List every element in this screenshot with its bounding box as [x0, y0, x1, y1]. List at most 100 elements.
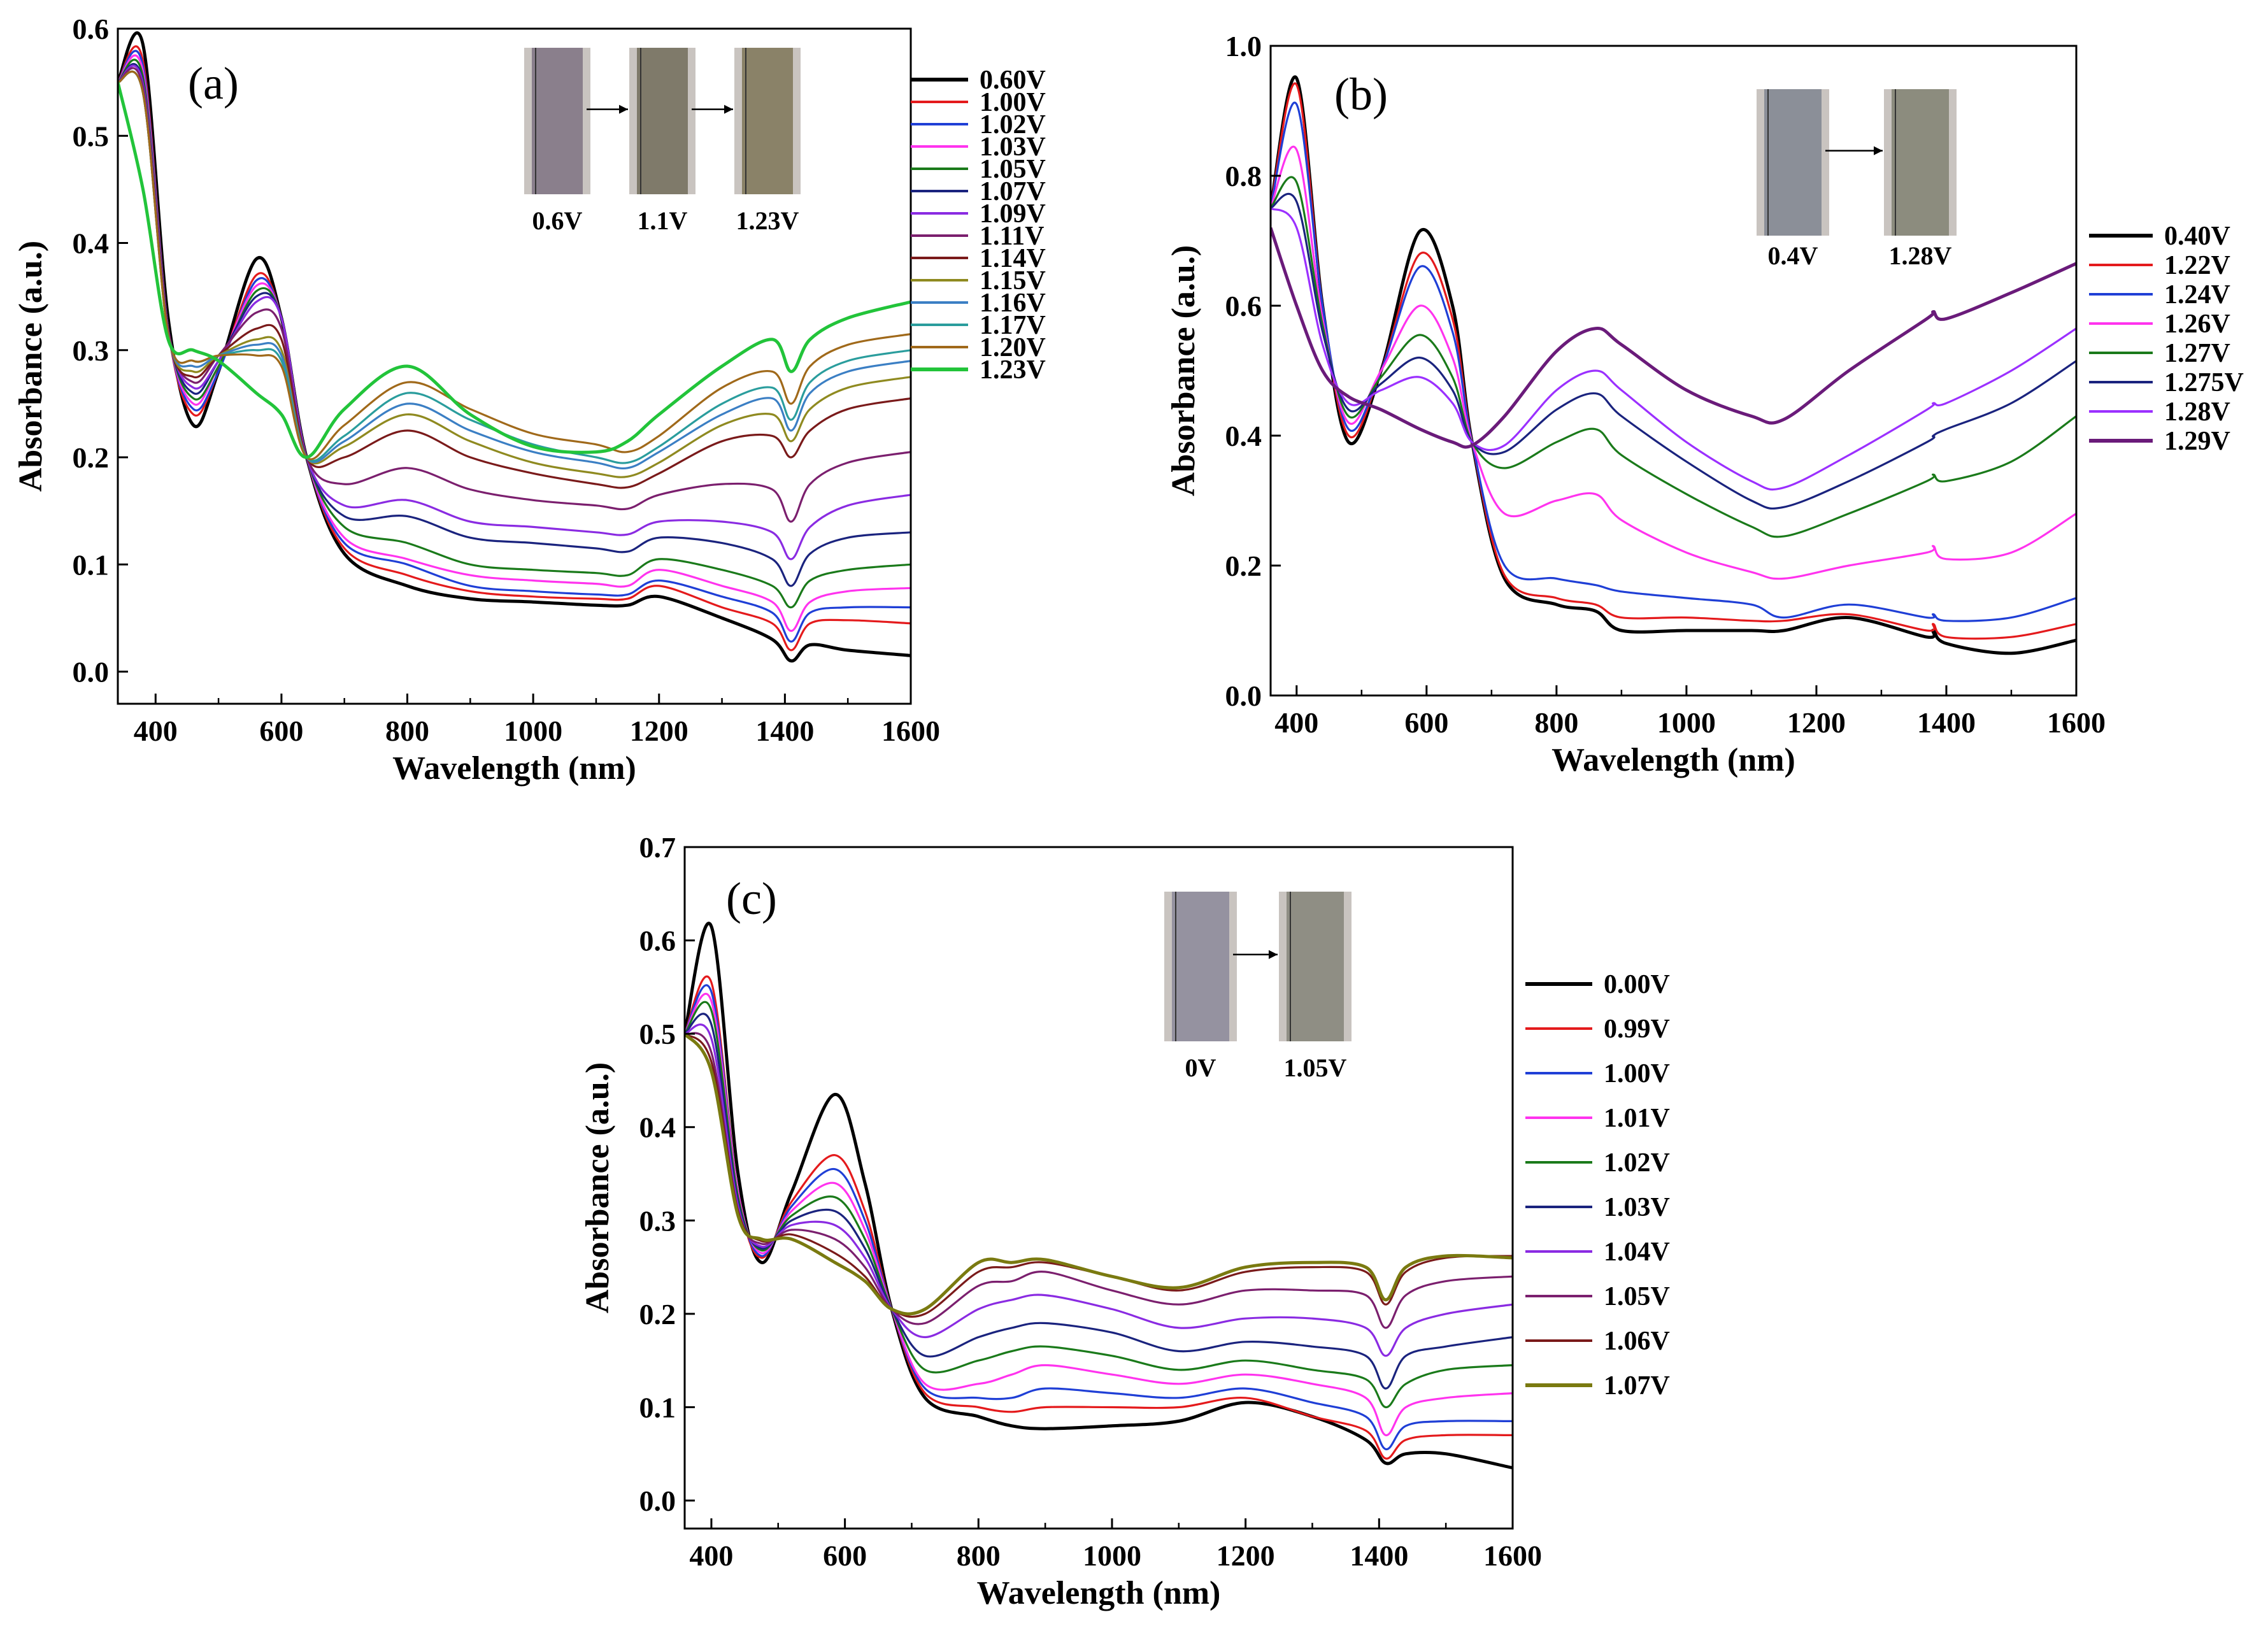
legend-label: 0.99V [1604, 1015, 1670, 1044]
inset-arrow-head [1269, 950, 1278, 959]
y-axis-label: Absorbance (a.u.) [580, 1062, 616, 1313]
inset-photos: 0.6V 1.1V 1.23V [524, 48, 801, 235]
x-tick-label: 1400 [1917, 706, 1976, 739]
y-tick-label: 0.1 [73, 548, 110, 581]
series-line-1.06V [685, 1032, 1513, 1318]
x-tick-label: 800 [957, 1539, 1001, 1572]
chart-panel-a: 400 600 800 1000 1200 1400 1600 0.0 0.1 0.2 0.3 0.4… [13, 13, 1046, 787]
legend-label: 1.04V [1604, 1237, 1670, 1267]
legend-label: 1.20V [980, 333, 1046, 362]
legend-label: 1.00V [1604, 1059, 1670, 1088]
legend-label: 1.01V [1604, 1104, 1670, 1133]
series-line-1.20V [118, 70, 911, 460]
series-line-1.16V [118, 70, 911, 470]
x-tick-label: 1400 [1350, 1539, 1408, 1572]
inset-photo [1172, 892, 1229, 1041]
panel-label: (a) [188, 58, 239, 109]
y-tick-label: 0.3 [73, 334, 110, 367]
legend-label: 1.24V [2164, 280, 2230, 310]
y-tick-label: 0.7 [639, 831, 676, 864]
legend: 0.40V1.22V1.24V1.26V1.27V1.275V1.28V1.29… [2089, 222, 2244, 456]
plot-frame [683, 846, 1514, 1530]
legend-label: 1.09V [980, 199, 1046, 229]
x-tick-label: 600 [259, 715, 303, 747]
y-tick-label: 0.6 [639, 925, 676, 957]
inset-label: 0V [1185, 1053, 1216, 1082]
series-line-1.07V [118, 62, 911, 587]
inset-label: 1.1V [638, 206, 688, 235]
series-lines [118, 31, 911, 663]
x-tick-label: 1200 [1216, 1539, 1275, 1572]
series-line-1.29V [1271, 227, 2076, 449]
y-tick-label: 0.2 [639, 1298, 676, 1330]
x-tick-label: 1600 [881, 715, 940, 747]
y-tick-label: 0.6 [73, 13, 110, 45]
inset-label: 1.28V [1889, 241, 1952, 270]
legend-label: 1.11V [980, 222, 1045, 251]
series-line-1.26V [1271, 145, 2076, 580]
series-line-1.15V [118, 70, 911, 478]
legend-label: 1.17V [980, 311, 1046, 340]
series-line-1.07V [685, 1032, 1513, 1316]
y-tick-label: 0.8 [1225, 160, 1262, 192]
series-line-1.28V [1271, 207, 2076, 491]
legend-label: 1.26V [2164, 310, 2230, 339]
series-line-0.00V [685, 922, 1513, 1470]
legend-label: 0.00V [1604, 970, 1670, 999]
legend-label: 1.16V [980, 289, 1046, 318]
y-axis-label: Absorbance (a.u.) [13, 241, 49, 492]
inset-photo [532, 48, 583, 194]
inset-label: 1.23V [736, 206, 799, 235]
legend: 0.60V1.00V1.02V1.03V1.05V1.07V1.09V1.11V… [911, 66, 1046, 385]
y-tick-label: 0.4 [639, 1111, 676, 1144]
series-line-1.27V [1271, 176, 2076, 538]
series-line-1.03V [685, 1013, 1513, 1390]
x-tick-label: 1000 [504, 715, 562, 747]
x-tick-label: 800 [1534, 706, 1578, 739]
series-lines [1271, 75, 2076, 655]
y-tick-label: 0.5 [639, 1018, 676, 1050]
inset-arrow-head [1874, 146, 1883, 155]
inset-arrow-head [619, 104, 628, 114]
x-axis-label: Wavelength (nm) [1551, 742, 1795, 778]
y-tick-label: 0.1 [639, 1391, 676, 1423]
legend-label: 1.02V [1604, 1148, 1670, 1178]
plot-frame [1269, 45, 2078, 697]
x-tick-label: 600 [823, 1539, 867, 1572]
inset-photo [637, 48, 688, 194]
legend-label: 1.03V [980, 132, 1046, 162]
y-axis-label: Absorbance (a.u.) [1166, 245, 1202, 496]
legend-label: 1.23V [980, 355, 1046, 385]
x-tick-label: 600 [1404, 706, 1448, 739]
panel-label: (c) [726, 873, 777, 924]
x-tick-label: 1000 [1657, 706, 1716, 739]
x-tick-label: 400 [689, 1539, 733, 1572]
y-tick-label: 0.0 [1225, 680, 1262, 712]
y-tick-label: 0.4 [73, 227, 110, 260]
y-tick-label: 0.0 [73, 656, 110, 688]
legend-label: 1.07V [1604, 1371, 1670, 1401]
legend-label: 1.02V [980, 110, 1046, 139]
legend: 0.00V 0.99V 1.00V 1.01V 1.02V 1.03V 1.04V 1.05V… [1525, 970, 1670, 1401]
inset-label: 1.05V [1284, 1053, 1347, 1082]
inset-photo [1764, 89, 1822, 236]
legend-label: 1.28V [2164, 397, 2230, 427]
inset-arrow-head [724, 104, 733, 114]
series-lines [685, 922, 1513, 1470]
y-tick-label: 0.3 [639, 1204, 676, 1237]
legend-label: 1.22V [2164, 251, 2230, 280]
inset-photo [1287, 892, 1344, 1041]
series-line-1.00V [685, 984, 1513, 1450]
x-tick-label: 1400 [755, 715, 814, 747]
x-tick-label: 1200 [1787, 706, 1846, 739]
series-line-1.05V [685, 1032, 1513, 1329]
y-tick-label: 0.5 [73, 120, 110, 152]
legend-label: 1.03V [1604, 1193, 1670, 1222]
series-line-1.14V [118, 70, 911, 489]
series-line-1.01V [685, 993, 1513, 1436]
series-line-1.09V [118, 64, 911, 560]
series-line-1.04V [685, 1023, 1513, 1357]
x-axis-label: Wavelength (nm) [977, 1575, 1221, 1611]
x-tick-label: 1000 [1083, 1539, 1141, 1572]
legend-label: 1.15V [980, 266, 1046, 296]
